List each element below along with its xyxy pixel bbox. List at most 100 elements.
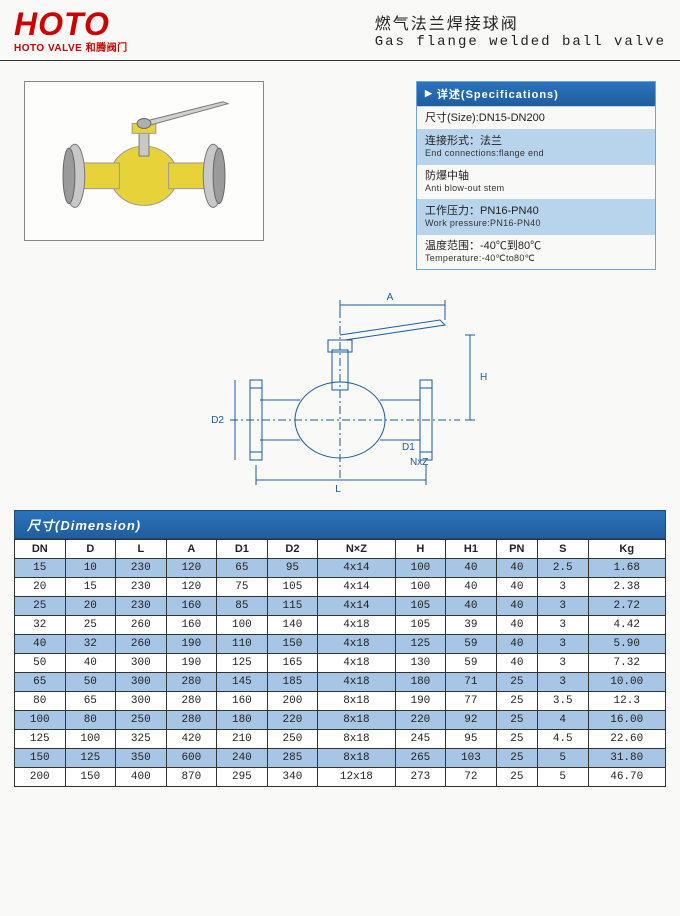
table-cell: 4x18 (318, 635, 395, 654)
table-cell: 3 (537, 597, 588, 616)
table-cell: 2.72 (588, 597, 666, 616)
dimension-header: 尺寸(Dimension) (14, 510, 666, 539)
table-cell: 4.5 (537, 730, 588, 749)
table-cell: 5 (537, 749, 588, 768)
table-cell: 200 (15, 768, 66, 787)
table-cell: 4 (537, 711, 588, 730)
title-cn: 燃气法兰焊接球阀 (375, 10, 666, 34)
table-cell: 273 (395, 768, 446, 787)
table-header-cell: H (395, 540, 446, 559)
table-cell: 1.68 (588, 559, 666, 578)
table-cell: 125 (217, 654, 268, 673)
table-cell: 4x18 (318, 673, 395, 692)
table-cell: 600 (166, 749, 217, 768)
table-header-cell: D2 (267, 540, 318, 559)
table-cell: 12x18 (318, 768, 395, 787)
spec-row: 工作压力：PN16-PN40Work pressure:PN16-PN40 (417, 199, 655, 234)
table-cell: 210 (217, 730, 268, 749)
table-row: 65503002801451854x181807125310.00 (15, 673, 666, 692)
table-row: 1251003254202102508x1824595254.522.60 (15, 730, 666, 749)
table-cell: 32 (65, 635, 116, 654)
table-cell: 145 (217, 673, 268, 692)
table-cell: 200 (267, 692, 318, 711)
dim-nz-label: NxZ (410, 457, 428, 468)
table-cell: 31.80 (588, 749, 666, 768)
table-cell: 265 (395, 749, 446, 768)
table-cell: 71 (446, 673, 497, 692)
table-cell: 40 (496, 635, 537, 654)
table-cell: 40 (446, 597, 497, 616)
table-cell: 280 (166, 673, 217, 692)
spec-header: 详述(Specifications) (417, 82, 655, 106)
table-cell: 65 (15, 673, 66, 692)
table-row: 151023012065954x1410040402.51.68 (15, 559, 666, 578)
table-cell: 300 (116, 673, 167, 692)
table-cell: 77 (446, 692, 497, 711)
table-header-cell: N×Z (318, 540, 395, 559)
technical-drawing: L A H D2 D1 NxZ (170, 280, 510, 500)
table-cell: 80 (65, 711, 116, 730)
table-cell: 4x14 (318, 597, 395, 616)
table-cell: 115 (267, 597, 318, 616)
table-cell: 100 (15, 711, 66, 730)
table-cell: 5.90 (588, 635, 666, 654)
table-cell: 25 (15, 597, 66, 616)
table-cell: 59 (446, 654, 497, 673)
table-cell: 220 (395, 711, 446, 730)
table-cell: 16.00 (588, 711, 666, 730)
table-cell: 4x18 (318, 616, 395, 635)
dim-h-label: H (480, 372, 487, 383)
dim-d2-label: D2 (211, 415, 224, 426)
table-cell: 59 (446, 635, 497, 654)
table-cell: 3 (537, 654, 588, 673)
table-header-cell: D (65, 540, 116, 559)
table-cell: 150 (65, 768, 116, 787)
table-cell: 340 (267, 768, 318, 787)
table-cell: 25 (496, 730, 537, 749)
table-cell: 10 (65, 559, 116, 578)
spec-row: 连接形式：法兰End connections:flange end (417, 129, 655, 164)
table-cell: 95 (267, 559, 318, 578)
table-cell: 105 (395, 616, 446, 635)
table-cell: 125 (65, 749, 116, 768)
table-cell: 4x18 (318, 654, 395, 673)
table-cell: 46.70 (588, 768, 666, 787)
table-cell: 25 (65, 616, 116, 635)
table-cell: 190 (395, 692, 446, 711)
table-cell: 103 (446, 749, 497, 768)
table-cell: 50 (65, 673, 116, 692)
table-header-cell: DN (15, 540, 66, 559)
table-cell: 32 (15, 616, 66, 635)
table-cell: 280 (166, 692, 217, 711)
table-row: 1501253506002402858x1826510325531.80 (15, 749, 666, 768)
table-cell: 7.32 (588, 654, 666, 673)
table-cell: 92 (446, 711, 497, 730)
specifications-panel: 详述(Specifications) 尺寸(Size):DN15-DN200连接… (416, 81, 656, 270)
table-cell: 185 (267, 673, 318, 692)
table-cell: 8x18 (318, 730, 395, 749)
table-cell: 80 (15, 692, 66, 711)
table-cell: 25 (496, 692, 537, 711)
table-row: 2520230160851154x14105404032.72 (15, 597, 666, 616)
table-cell: 2.5 (537, 559, 588, 578)
table-cell: 22.60 (588, 730, 666, 749)
table-row: 2015230120751054x14100404032.38 (15, 578, 666, 597)
table-cell: 3.5 (537, 692, 588, 711)
table-cell: 40 (496, 616, 537, 635)
table-cell: 280 (166, 711, 217, 730)
table-cell: 140 (267, 616, 318, 635)
table-cell: 350 (116, 749, 167, 768)
table-cell: 65 (217, 559, 268, 578)
logo-sub: HOTO VALVE 和腾阀门 (14, 39, 128, 54)
table-row: 80653002801602008x1819077253.512.3 (15, 692, 666, 711)
table-cell: 2.38 (588, 578, 666, 597)
product-image (24, 81, 264, 241)
table-cell: 125 (15, 730, 66, 749)
table-cell: 72 (446, 768, 497, 787)
table-cell: 220 (267, 711, 318, 730)
table-row: 100802502801802208x182209225416.00 (15, 711, 666, 730)
table-cell: 230 (116, 559, 167, 578)
table-cell: 4x14 (318, 559, 395, 578)
table-cell: 420 (166, 730, 217, 749)
table-cell: 75 (217, 578, 268, 597)
